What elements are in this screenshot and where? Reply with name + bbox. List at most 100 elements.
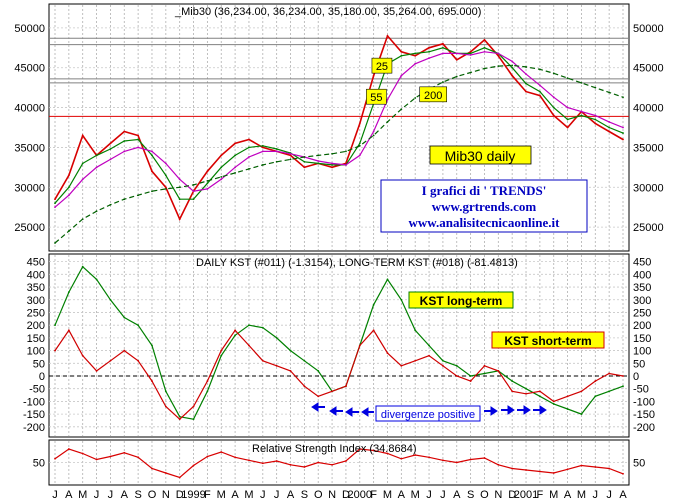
y-tick-label-right: 350: [633, 282, 651, 294]
data-point-kst-short-term: [386, 352, 389, 355]
data-point-ma200: [220, 176, 223, 178]
price-panel: [48, 3, 630, 252]
data-point-rsi: [317, 461, 320, 464]
data-point-rsi: [483, 457, 486, 459]
data-point-rsi: [386, 452, 389, 455]
data-point-kst-short-term: [261, 359, 264, 362]
data-point-kst-short-term: [469, 380, 472, 382]
month-tick-label: J: [52, 489, 58, 501]
data-point-price: [54, 198, 56, 201]
month-tick-label: A: [231, 489, 239, 501]
y-tick-label-left: 25000: [14, 222, 45, 234]
data-point-ma200: [358, 144, 361, 147]
ma-badge-label: 55: [370, 92, 382, 104]
data-point-rsi: [206, 455, 209, 458]
data-point-price: [442, 42, 444, 45]
data-point-kst-short-term: [317, 395, 320, 398]
y-tick-label-left: 50000: [14, 23, 45, 35]
y-tick-label-right: 25000: [633, 222, 664, 234]
data-point-rsi: [442, 459, 444, 462]
data-point-price: [538, 94, 541, 97]
y-tick-label-right: 300: [633, 295, 651, 307]
data-point-kst-long-term: [109, 298, 112, 301]
data-point-rsi: [123, 451, 126, 454]
data-point-rsi: [234, 456, 236, 459]
kst-long-term-label: KST long-term: [420, 294, 503, 308]
data-point-price: [469, 50, 472, 53]
data-point-rsi: [608, 467, 611, 470]
data-point-ma55: [580, 110, 583, 113]
data-point-ma55: [81, 178, 84, 181]
divergence-label: divergenze positive: [381, 409, 475, 421]
data-point-ma25: [303, 160, 306, 163]
data-point-ma200: [469, 71, 472, 74]
data-point-ma200: [538, 68, 541, 71]
data-point-rsi: [67, 448, 70, 450]
data-point-ma25: [622, 132, 624, 134]
data-point-rsi: [248, 459, 250, 462]
kst-panel: [48, 253, 630, 438]
y-tick-label-right: -100: [633, 396, 655, 408]
month-tick-label: N: [328, 489, 336, 501]
data-point-rsi: [192, 464, 195, 467]
arrow-right-icon: [539, 405, 547, 415]
month-tick-label: F: [370, 489, 377, 501]
y-tick-label-left: 40000: [14, 103, 45, 115]
data-point-rsi: [275, 460, 278, 462]
y-tick-label-right: 45000: [633, 63, 664, 75]
month-tick-label: O: [148, 489, 157, 501]
data-point-ma55: [275, 150, 278, 153]
month-tick-label: J: [593, 489, 599, 501]
data-point-ma55: [192, 190, 195, 193]
y-tick-label-left: 35000: [14, 142, 45, 154]
y-tick-label-right: 30000: [633, 182, 664, 194]
data-point-rsi: [525, 469, 527, 471]
data-point-ma200: [81, 218, 84, 221]
data-point-ma200: [95, 210, 98, 213]
data-point-kst-long-term: [234, 334, 236, 337]
y-tick-label-right: 450: [633, 257, 651, 269]
data-point-ma200: [109, 203, 112, 206]
data-point-ma55: [428, 57, 430, 60]
data-point-kst-short-term: [400, 364, 403, 367]
data-point-kst-short-term: [622, 375, 624, 377]
data-point-rsi: [497, 463, 500, 466]
ma-badge-box: [419, 86, 448, 103]
data-point-ma25: [178, 198, 181, 201]
y-tick-label-right: 150: [633, 333, 651, 345]
y-tick-label-left: 300: [27, 295, 45, 307]
data-point-ma25: [566, 118, 569, 121]
data-point-price: [414, 54, 417, 57]
y-tick-label-left: 200: [27, 320, 45, 332]
data-point-rsi: [358, 448, 361, 450]
data-point-ma200: [54, 242, 56, 244]
data-point-ma25: [248, 146, 250, 149]
arrow-right-icon: [490, 406, 498, 416]
data-point-kst-short-term: [594, 380, 597, 382]
month-tick-label: J: [94, 489, 100, 501]
data-point-ma55: [248, 156, 250, 158]
y-tick-label-left: -100: [23, 396, 45, 408]
y-tick-label-left: 450: [27, 257, 45, 269]
month-tick-label: M: [78, 489, 87, 501]
data-point-ma25: [67, 186, 70, 189]
data-point-ma55: [317, 160, 320, 162]
data-point-kst-long-term: [525, 387, 527, 390]
y-tick-label-left: 45000: [14, 63, 45, 75]
data-point-price: [525, 90, 527, 93]
data-point-kst-short-term: [81, 354, 84, 357]
data-point-ma55: [67, 194, 70, 197]
data-point-price: [137, 134, 140, 137]
data-point-kst-long-term: [164, 390, 167, 393]
data-point-ma200: [261, 164, 264, 166]
data-point-kst-short-term: [345, 385, 347, 388]
data-point-rsi: [566, 468, 569, 471]
data-point-price: [289, 154, 292, 157]
data-point-ma200: [400, 108, 403, 111]
data-point-price: [358, 122, 361, 125]
data-point-kst-short-term: [566, 395, 569, 398]
data-point-kst-short-term: [137, 359, 140, 362]
ma-badge-label: 200: [424, 90, 442, 102]
data-point-ma55: [483, 50, 486, 53]
data-point-rsi: [289, 463, 292, 466]
